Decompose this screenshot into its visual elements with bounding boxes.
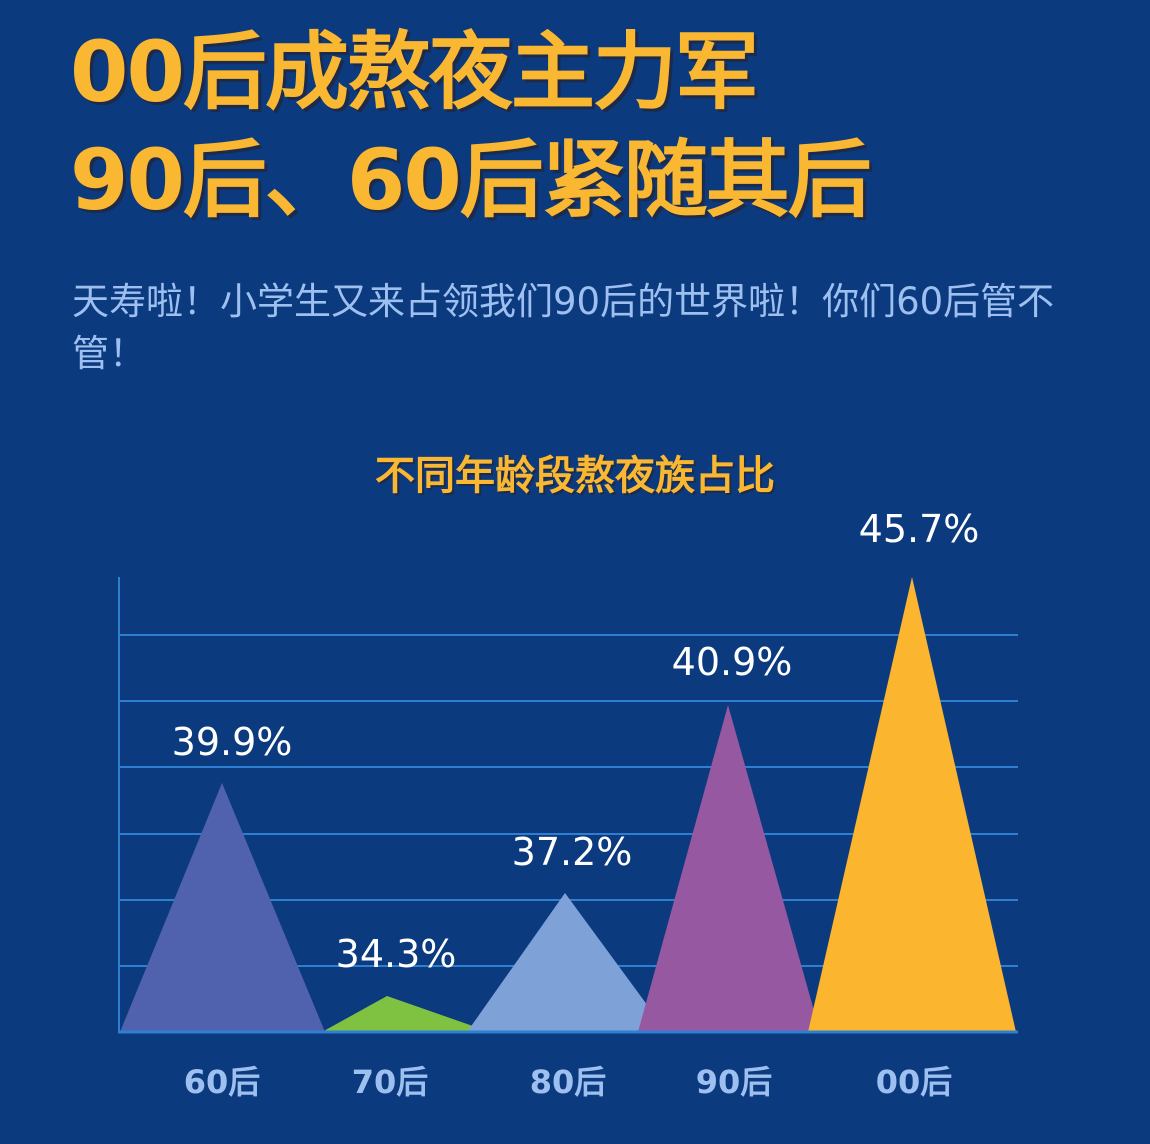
peak-60s (120, 783, 325, 1032)
value-label-80s: 37.2% (511, 830, 633, 874)
subtitle-text: 天寿啦！小学生又来占领我们90后的世界啦！你们60后管不管！ (72, 280, 1055, 375)
category-label-00s: 00后 (875, 1063, 953, 1101)
peak-70s (322, 996, 490, 1032)
category-label-90s: 90后 (695, 1063, 773, 1101)
chart-title: 不同年龄段熬夜族占比 (375, 453, 775, 499)
headline-line-1: 00后成熬夜主力军 (70, 23, 759, 121)
value-label-90s: 40.9% (671, 640, 793, 684)
category-label-70s: 70后 (351, 1063, 429, 1101)
value-label-60s: 39.9% (171, 720, 293, 764)
peak-00s (808, 577, 1016, 1032)
category-label-60s: 60后 (183, 1063, 261, 1101)
value-label-70s: 34.3% (335, 932, 457, 976)
peak-80s (467, 893, 667, 1032)
value-label-00s: 45.7% (858, 507, 980, 551)
category-label-80s: 80后 (529, 1063, 607, 1101)
peak-90s (638, 705, 820, 1032)
headline-line-2: 90后、60后紧随其后 (70, 131, 872, 229)
